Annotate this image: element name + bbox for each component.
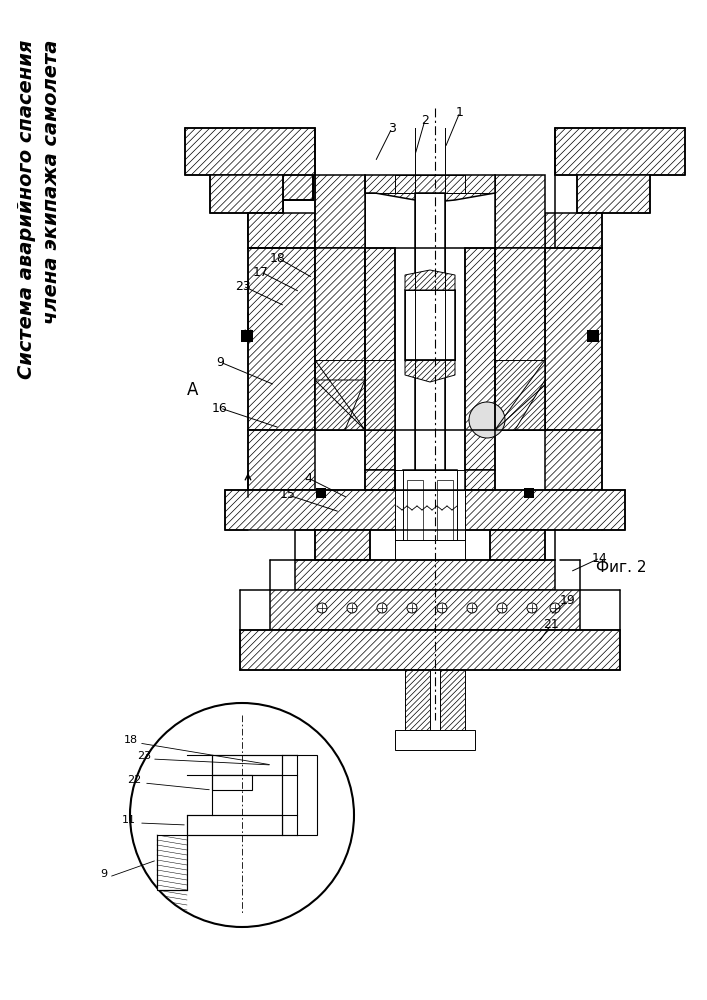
Text: Фиг. 2: Фиг. 2: [596, 560, 646, 575]
Polygon shape: [495, 248, 545, 430]
Polygon shape: [185, 128, 315, 175]
Text: Система аварийного спасения: Система аварийного спасения: [18, 40, 37, 379]
Polygon shape: [365, 175, 495, 202]
Text: 21: 21: [543, 618, 559, 632]
Polygon shape: [495, 360, 545, 430]
Polygon shape: [395, 248, 465, 490]
Polygon shape: [545, 430, 602, 490]
Polygon shape: [545, 213, 602, 248]
Bar: [403, 470, 457, 540]
Text: 17: 17: [253, 265, 269, 278]
Polygon shape: [185, 130, 313, 240]
Polygon shape: [545, 248, 602, 430]
Text: 11: 11: [122, 815, 136, 825]
Text: 14: 14: [592, 552, 608, 564]
Text: 2: 2: [421, 113, 429, 126]
Polygon shape: [295, 560, 555, 590]
Bar: [524, 488, 534, 498]
Polygon shape: [210, 175, 283, 213]
Text: 23: 23: [137, 751, 151, 761]
Polygon shape: [185, 140, 313, 240]
Bar: [437, 480, 453, 540]
Text: 15: 15: [280, 488, 296, 502]
Text: 3: 3: [388, 121, 396, 134]
Bar: [415, 193, 445, 470]
Polygon shape: [248, 248, 315, 430]
Text: 4: 4: [304, 472, 312, 485]
Text: 23: 23: [235, 279, 251, 292]
Text: 1: 1: [456, 105, 464, 118]
Polygon shape: [365, 470, 395, 490]
Circle shape: [407, 603, 417, 613]
Polygon shape: [365, 360, 395, 430]
Polygon shape: [465, 470, 495, 490]
Polygon shape: [157, 835, 187, 890]
Polygon shape: [212, 775, 252, 790]
Polygon shape: [248, 430, 315, 490]
Text: 18: 18: [270, 251, 286, 264]
Polygon shape: [405, 670, 430, 730]
Polygon shape: [555, 128, 685, 175]
Text: 22: 22: [127, 775, 141, 785]
Text: А: А: [187, 381, 199, 399]
Text: 16: 16: [212, 401, 228, 414]
Circle shape: [347, 603, 357, 613]
Bar: [395, 730, 475, 750]
Polygon shape: [248, 213, 315, 248]
Polygon shape: [315, 530, 370, 560]
Polygon shape: [465, 248, 495, 470]
Polygon shape: [240, 630, 620, 670]
Polygon shape: [440, 670, 465, 730]
Text: члена экипажа самолета: члена экипажа самолета: [42, 40, 62, 324]
Polygon shape: [577, 175, 650, 213]
Polygon shape: [315, 360, 365, 430]
Text: 9: 9: [216, 356, 224, 368]
Polygon shape: [225, 490, 625, 530]
Circle shape: [469, 402, 505, 438]
Polygon shape: [315, 248, 365, 430]
Polygon shape: [212, 755, 297, 775]
Polygon shape: [187, 815, 282, 835]
Polygon shape: [270, 590, 580, 630]
Text: 9: 9: [100, 869, 107, 879]
Circle shape: [317, 603, 327, 613]
Text: 19: 19: [560, 593, 576, 606]
Bar: [316, 488, 326, 498]
Circle shape: [377, 603, 387, 613]
Polygon shape: [515, 380, 545, 430]
Circle shape: [467, 603, 477, 613]
Circle shape: [527, 603, 537, 613]
Text: 18: 18: [124, 735, 138, 745]
Polygon shape: [282, 755, 317, 835]
Polygon shape: [495, 175, 545, 248]
Circle shape: [130, 703, 354, 927]
Bar: [407, 480, 423, 540]
Circle shape: [437, 603, 447, 613]
Polygon shape: [405, 270, 455, 290]
Polygon shape: [365, 248, 395, 470]
Bar: [587, 330, 599, 342]
Polygon shape: [490, 530, 545, 560]
Bar: [405, 290, 455, 360]
Circle shape: [550, 603, 560, 613]
Polygon shape: [405, 360, 455, 382]
Bar: [395, 470, 465, 540]
Polygon shape: [315, 380, 365, 430]
Polygon shape: [315, 175, 365, 248]
Bar: [241, 330, 253, 342]
Circle shape: [497, 603, 507, 613]
